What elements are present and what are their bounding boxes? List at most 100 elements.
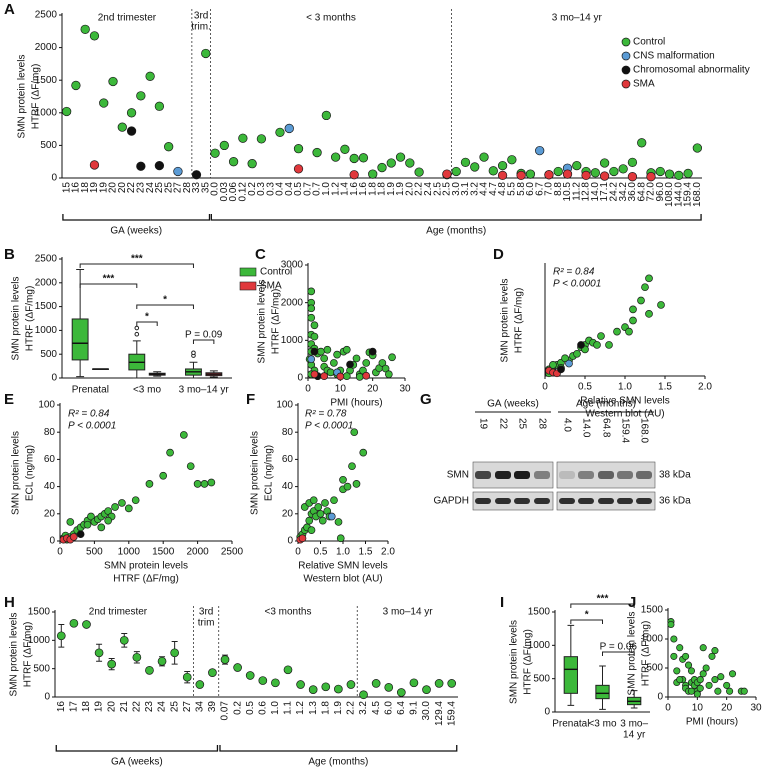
blot-band [495, 471, 511, 479]
x-tick-label: 3 mo– [620, 719, 648, 730]
point [310, 347, 319, 356]
group-bracket [62, 214, 211, 221]
panel-letter: F [246, 391, 255, 408]
point [699, 670, 707, 678]
point [333, 350, 341, 359]
point [323, 345, 332, 354]
point [358, 153, 369, 163]
group-bracket [210, 214, 702, 221]
point [145, 666, 154, 675]
point [145, 480, 154, 488]
point [384, 683, 394, 692]
point [307, 526, 316, 534]
x-tick-label: 35 [200, 182, 211, 194]
y-tick-label: 80 [282, 427, 294, 438]
x-tick-label: 27 [182, 701, 193, 713]
x-tick-label: 159.4 [446, 701, 457, 726]
point [645, 309, 653, 318]
x-axis-label: PMI (hours) [686, 717, 738, 728]
legend-label: CNS malformation [633, 51, 715, 62]
x-tick-label: 20 [367, 384, 379, 395]
y-axis-label: ECL (ng/mg) [264, 445, 275, 501]
y-tick-label: 40 [282, 481, 294, 492]
x-tick-label: 159.4 [683, 182, 694, 207]
x-tick-label: 22 [126, 182, 137, 194]
point [136, 91, 146, 101]
significance-bracket [136, 304, 194, 309]
point [157, 656, 167, 666]
point [422, 685, 431, 694]
x-tick-label: 20 [721, 703, 733, 714]
y-tick-label: 0 [51, 373, 57, 384]
legend-label: Chromosomal abnormality [633, 65, 750, 76]
y-axis-label: SMN protein levels [500, 279, 511, 363]
blot-band [636, 498, 652, 504]
point [94, 648, 104, 658]
group-label: Age (months) [308, 757, 368, 768]
point [377, 162, 387, 173]
point [182, 672, 192, 682]
x-tick-label: 5.5 [506, 182, 517, 196]
point [362, 371, 371, 380]
lane-label: 14.0 [580, 418, 591, 438]
x-tick-label: 21 [119, 701, 130, 713]
panel-letter: B [4, 246, 15, 263]
x-tick-label: 17 [69, 701, 80, 713]
point [637, 138, 647, 148]
y-axis-label: SMN protein levels [509, 620, 520, 704]
point [210, 148, 220, 158]
x-tick-label: 2.2 [414, 182, 425, 196]
x-tick-label: 3.0 [451, 182, 462, 196]
point [676, 676, 684, 684]
x-tick-label: 10 [692, 703, 704, 714]
point [131, 496, 140, 505]
x-tick-label: 1.4 [340, 182, 351, 196]
y-tick-label: 1000 [35, 107, 58, 118]
point [293, 164, 304, 174]
x-tick-label: 144.0 [673, 182, 684, 207]
x-tick-label: 0.2 [247, 182, 258, 196]
x-tick-label: 7.0 [544, 182, 555, 196]
point [497, 160, 508, 171]
x-tick-label: 0 [305, 384, 311, 395]
point [320, 372, 329, 380]
x-axis-label: Western blot (AU) [585, 409, 664, 420]
legend-marker [621, 51, 631, 61]
x-tick-label: 0 [295, 547, 301, 558]
point [349, 153, 359, 164]
blot-band [559, 498, 575, 504]
x-tick-label: 2.5 [432, 182, 443, 196]
point [590, 168, 600, 178]
blot-group-label: GA (weeks) [487, 399, 539, 410]
y-axis-label: HTRF (ΔF/mg) [514, 288, 525, 354]
lane-label: 22 [497, 418, 508, 430]
x-tick-label: 15 [61, 182, 72, 194]
point [516, 170, 526, 181]
point [310, 332, 319, 341]
point [553, 166, 563, 177]
stat-label: P < 0.0001 [68, 421, 116, 432]
y-tick-label: 1000 [35, 325, 58, 336]
x-tick-label: 2500 [221, 547, 244, 558]
point [321, 110, 331, 121]
point [544, 170, 554, 180]
x-tick-label: 28 [182, 182, 193, 194]
x-tick-label: 1.8 [377, 182, 388, 196]
point [352, 354, 361, 363]
box [71, 318, 89, 361]
x-axis-label: HTRF (ΔF/mg) [113, 574, 179, 585]
x-tick-label: 6.4 [396, 701, 407, 715]
x-tick-label: 14 yr [623, 730, 646, 741]
x-tick-label: 1.3 [308, 701, 319, 715]
x-tick-label: 1000 [118, 547, 141, 558]
blot-group-label: Age (months) [576, 399, 636, 410]
x-tick-label: 0 [57, 547, 63, 558]
x-tick-label: 2.5 [442, 182, 453, 196]
point [89, 160, 100, 170]
point [479, 152, 489, 162]
period-label: 2nd trimester [89, 607, 148, 618]
point [330, 496, 338, 505]
point [61, 106, 72, 117]
point [307, 313, 316, 322]
point [386, 158, 396, 168]
